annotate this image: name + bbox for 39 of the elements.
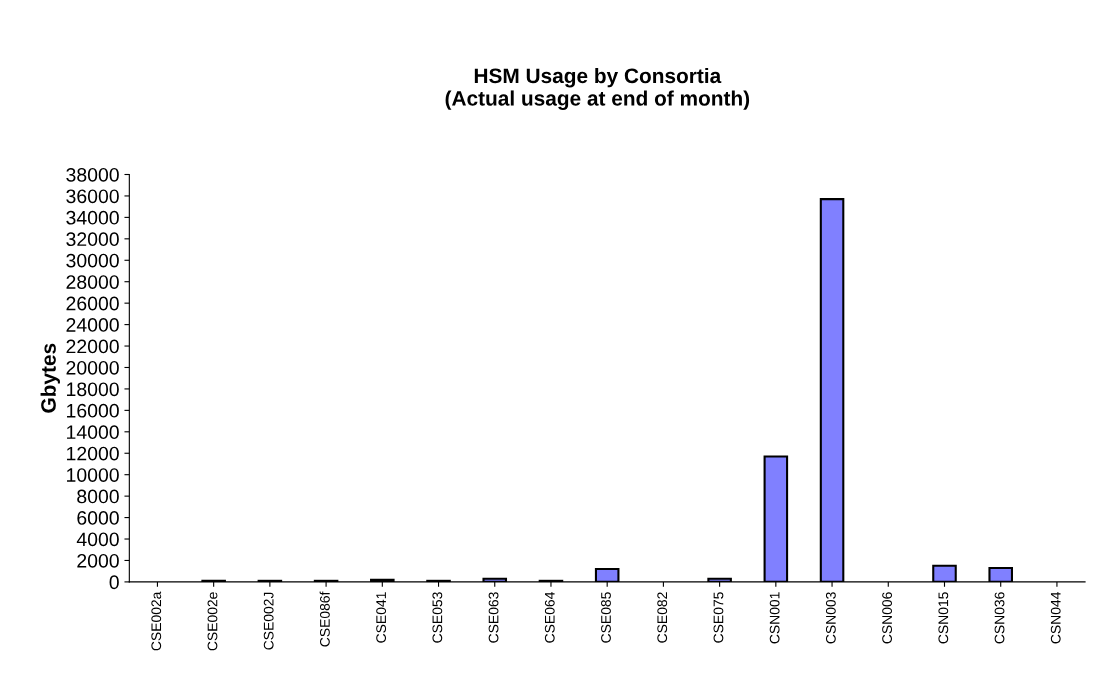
y-axis-title: Gbytes	[40, 343, 60, 413]
x-tick-label: CSN003	[825, 592, 836, 644]
y-tick-label: 20000	[66, 360, 119, 375]
x-tick-label: CSN044	[1050, 592, 1061, 644]
y-tick-label: 10000	[67, 468, 119, 482]
y-tick-label: 14000	[67, 425, 119, 440]
x-tick-label: CSN036	[994, 592, 1005, 644]
y-tick-label: 22000	[66, 339, 119, 354]
x-tick-label: CSE085	[601, 592, 611, 643]
y-tick-label: 32000	[66, 232, 119, 247]
y-tick-label: 0	[109, 575, 119, 590]
y-tick-label: 38000	[66, 167, 119, 182]
y-tick-label: 28000	[66, 275, 119, 289]
x-tick-label: CSE002a	[151, 591, 162, 651]
y-tick-label: 6000	[77, 511, 119, 525]
x-tick-label: CSE002J	[263, 592, 274, 650]
y-tick-label: 24000	[66, 318, 119, 332]
x-tick-label: CSN001	[769, 592, 780, 644]
x-tick-label: CSN006	[882, 592, 892, 644]
y-tick-label: 18000	[67, 382, 119, 397]
chart-title: HSM Usage by Consortia (Actual usage at end of month)	[445, 67, 750, 110]
y-tick-label: 2000	[77, 553, 119, 568]
x-tick-label: CSE053	[432, 592, 443, 643]
y-tick-label: 12000	[67, 446, 119, 461]
y-tick-label: 8000	[77, 489, 119, 504]
y-tick-label: 16000	[67, 403, 119, 418]
y-tick-label: 26000	[66, 296, 119, 311]
y-tick-label: 36000	[66, 189, 119, 204]
y-tick-label: 4000	[76, 532, 119, 547]
x-tick-label: CSE063	[488, 592, 499, 643]
x-tick-label: CSE064	[544, 592, 555, 643]
x-tick-label: CSE082	[657, 592, 668, 643]
x-tick-label: CSE075	[713, 592, 724, 643]
y-tick-label: 34000	[66, 210, 119, 225]
x-tick-label: CSE041	[376, 592, 387, 643]
x-tick-label: CSN015	[938, 592, 949, 644]
y-tick-label: 30000	[66, 253, 119, 268]
x-tick-label: CSE002e	[207, 592, 218, 651]
x-tick-label: CSE086f	[319, 591, 330, 647]
